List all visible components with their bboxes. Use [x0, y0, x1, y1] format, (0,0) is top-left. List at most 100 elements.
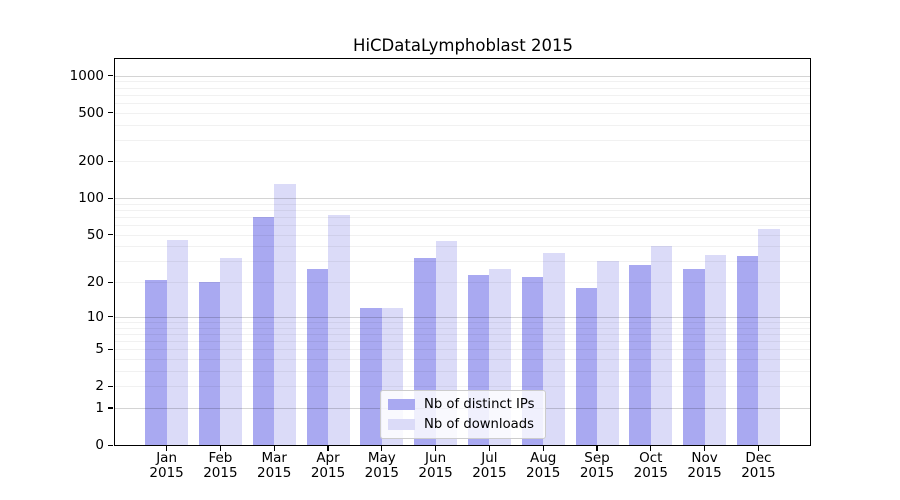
x-tick-mark-may [381, 446, 383, 451]
y-tick-label-50: 50 [86, 226, 104, 243]
y-tick-label-10: 10 [86, 308, 104, 325]
minor-gridline-30 [114, 261, 811, 263]
y-tick-mark-5 [108, 348, 113, 350]
x-tick-mark-sep [596, 446, 598, 451]
x-tick-label-aug: Aug 2015 [511, 451, 575, 480]
x-tick-year-dec: 2015 [741, 464, 776, 481]
x-tick-mark-dec [757, 446, 759, 451]
x-tick-mark-apr [327, 446, 329, 451]
minor-gridline-60 [114, 225, 811, 227]
bar-distinct-ips-mar [252, 217, 275, 445]
y-tick-mark-200 [108, 160, 113, 163]
y-tick-mark-10 [108, 316, 113, 318]
minor-gridline-3 [114, 370, 811, 372]
legend-label-downloads: Nb of downloads [424, 417, 534, 432]
y-tick-mark-50 [108, 234, 113, 236]
y-tick-mark-2 [108, 385, 113, 387]
bar-distinct-ips-apr [306, 268, 328, 445]
minor-gridline-900 [114, 81, 811, 83]
legend-swatch-downloads [388, 419, 415, 430]
x-tick-label-jun: Jun 2015 [404, 451, 468, 480]
minor-gridline-7 [114, 333, 811, 335]
x-tick-year-feb: 2015 [203, 464, 238, 481]
x-tick-mark-oct [650, 446, 652, 451]
minor-gridline-9 [114, 321, 811, 323]
x-tick-mark-jun [435, 446, 437, 451]
bar-distinct-ips-nov [683, 268, 705, 445]
x-tick-year-aug: 2015 [526, 464, 561, 481]
y-tick-label-100: 100 [78, 190, 104, 207]
bar-distinct-ips-sep [575, 287, 597, 445]
x-tick-label-may: May 2015 [350, 451, 414, 480]
major-gridline-10 [114, 316, 811, 318]
x-tick-year-jan: 2015 [149, 464, 184, 481]
x-tick-label-feb: Feb 2015 [188, 451, 252, 480]
bar-downloads-sep [597, 261, 619, 445]
minor-gridline-400 [114, 124, 811, 126]
x-tick-year-oct: 2015 [633, 464, 668, 481]
y-tick-label-5: 5 [95, 341, 104, 358]
minor-gridline-5 [114, 349, 811, 351]
x-tick-year-jul: 2015 [472, 464, 507, 481]
bar-downloads-apr [328, 214, 350, 445]
bar-distinct-ips-may [360, 307, 382, 445]
minor-gridline-500 [114, 112, 811, 114]
legend-entry-distinct-ips: Nb of distinct IPs [388, 396, 538, 413]
minor-gridline-2 [114, 386, 811, 388]
x-tick-label-jul: Jul 2015 [457, 451, 521, 480]
y-tick-label-200: 200 [78, 153, 104, 170]
y-tick-label-500: 500 [78, 104, 104, 121]
x-tick-label-jan: Jan 2015 [135, 451, 199, 480]
x-tick-label-dec: Dec 2015 [726, 451, 790, 480]
legend-label-distinct-ips: Nb of distinct IPs [424, 397, 535, 412]
y-tick-mark-20 [108, 281, 113, 283]
y-tick-label-0: 0 [95, 437, 104, 453]
x-tick-year-nov: 2015 [687, 464, 722, 481]
x-tick-label-mar: Mar 2015 [242, 451, 306, 480]
legend: Nb of distinct IPs Nb of downloads [380, 390, 546, 439]
bar-downloads-mar [274, 184, 296, 445]
x-tick-mark-jan [166, 446, 168, 451]
major-gridline-100 [114, 198, 811, 200]
y-tick-mark-1 [108, 407, 113, 409]
minor-gridline-40 [114, 246, 811, 248]
bar-downloads-aug [543, 253, 565, 445]
minor-gridline-80 [114, 210, 811, 212]
bar-downloads-dec [758, 228, 780, 445]
minor-gridline-700 [114, 94, 811, 96]
bar-distinct-ips-feb [198, 282, 221, 445]
bar-distinct-ips-oct [629, 264, 651, 445]
bar-downloads-nov [704, 254, 727, 445]
bar-distinct-ips-jan [145, 279, 167, 445]
minor-gridline-50 [114, 234, 811, 236]
x-tick-mark-mar [273, 446, 275, 451]
y-tick-mark-100 [108, 197, 113, 199]
minor-gridline-70 [114, 217, 811, 219]
x-tick-year-may: 2015 [364, 464, 399, 481]
x-tick-mark-aug [542, 446, 544, 451]
y-tick-label-2: 2 [95, 378, 104, 395]
minor-gridline-200 [114, 161, 811, 163]
bar-distinct-ips-dec [736, 256, 759, 445]
y-tick-mark-500 [108, 112, 113, 114]
y-tick-label-20: 20 [86, 274, 104, 291]
x-tick-label-oct: Oct 2015 [619, 451, 683, 480]
x-tick-label-apr: Apr 2015 [296, 451, 360, 480]
x-tick-year-sep: 2015 [579, 464, 615, 481]
minor-gridline-20 [114, 282, 811, 284]
x-tick-mark-nov [704, 446, 706, 451]
legend-entry-downloads: Nb of downloads [388, 416, 538, 433]
bar-downloads-feb [220, 258, 242, 445]
y-tick-label-1: 1 [95, 399, 104, 416]
y-tick-label-1000: 1000 [69, 67, 104, 84]
x-tick-mark-jul [488, 446, 490, 451]
bar-downloads-jan [166, 240, 189, 445]
minor-gridline-600 [114, 102, 811, 104]
x-tick-year-apr: 2015 [310, 464, 346, 481]
x-tick-label-sep: Sep 2015 [565, 451, 629, 480]
major-gridline-1000 [114, 75, 811, 77]
minor-gridline-90 [114, 203, 811, 205]
chart-title: HiCDataLymphoblast 2015 [353, 36, 573, 55]
x-tick-label-nov: Nov 2015 [673, 451, 737, 480]
x-tick-year-jun: 2015 [418, 464, 453, 481]
